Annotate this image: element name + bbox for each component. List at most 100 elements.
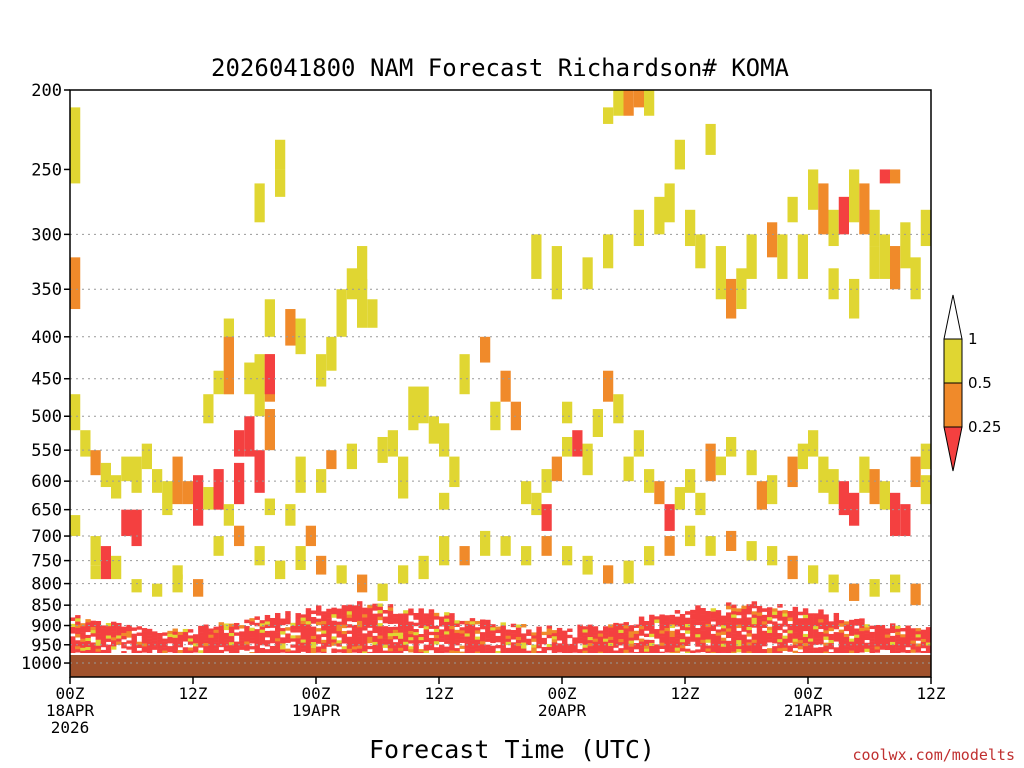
- ri-surface-cell: [792, 638, 799, 643]
- ri-surface-cell: [633, 646, 640, 650]
- ri-cell: [336, 565, 347, 584]
- ri-surface-cell: [300, 645, 307, 649]
- ri-surface-cell: [382, 629, 389, 633]
- ri-surface-cell: [280, 640, 286, 644]
- ri-surface-cell: [679, 617, 686, 621]
- ri-surface-cell: [305, 645, 312, 650]
- ri-surface-cell: [331, 627, 337, 631]
- ri-surface-cell: [854, 646, 860, 651]
- ri-surface-cell: [193, 634, 199, 638]
- ri-surface-cell: [403, 626, 409, 630]
- ri-surface-cell: [741, 646, 747, 650]
- ri-surface-cell: [843, 649, 850, 653]
- ri-surface-cell: [316, 612, 322, 616]
- ri-surface-cell: [500, 631, 506, 636]
- ri-surface-cell: [80, 644, 86, 649]
- ri-surface-cell: [792, 606, 799, 611]
- ri-surface-cell: [787, 633, 793, 637]
- ri-surface-cell: [500, 628, 506, 633]
- ri-surface-cell: [300, 642, 307, 646]
- ri-surface-cell: [305, 617, 312, 622]
- ri-surface-cell: [85, 637, 91, 642]
- ri-surface-cell: [341, 611, 348, 616]
- ri-cell: [326, 450, 337, 470]
- ri-surface-cell: [644, 648, 650, 652]
- ri-surface-cell: [321, 648, 327, 653]
- credit-text[interactable]: coolwx.com/modelts: [852, 746, 1015, 764]
- ri-surface-cell: [720, 640, 727, 645]
- ri-cell: [623, 90, 634, 116]
- ri-surface-cell: [710, 618, 717, 622]
- ri-surface-cell: [808, 629, 814, 633]
- ri-surface-cell: [869, 644, 875, 648]
- ri-cell: [613, 394, 624, 424]
- ri-surface-cell: [818, 622, 824, 626]
- ri-surface-cell: [925, 633, 932, 637]
- ri-surface-cell: [808, 647, 814, 651]
- ri-surface-cell: [295, 619, 301, 624]
- ri-surface-cell: [669, 646, 676, 650]
- surface-layers: [70, 601, 932, 677]
- ri-surface-cell: [628, 628, 635, 632]
- ri-surface-cell: [300, 639, 307, 643]
- ri-surface-cell: [767, 651, 773, 655]
- y-tick-label: 300: [31, 225, 62, 245]
- ri-surface-cell: [295, 613, 301, 617]
- ri-surface-cell: [116, 626, 122, 630]
- ri-cell: [910, 583, 921, 606]
- ri-surface-cell: [608, 639, 614, 644]
- ri-surface-cell: [367, 633, 373, 638]
- ri-surface-cell: [428, 612, 435, 617]
- ri-surface-cell: [659, 627, 665, 631]
- y-tick-label: 750: [31, 552, 62, 572]
- ri-surface-cell: [157, 632, 163, 637]
- ri-surface-cell: [536, 629, 542, 634]
- ri-surface-cell: [157, 648, 163, 652]
- ri-surface-cell: [597, 639, 604, 644]
- ri-surface-cell: [239, 634, 245, 638]
- ri-surface-cell: [80, 641, 86, 646]
- ri-surface-cell: [305, 627, 312, 631]
- x-tick-label: 00Z: [548, 684, 577, 703]
- ri-surface-cell: [772, 624, 778, 629]
- ri-surface-cell: [808, 626, 814, 630]
- ri-surface-cell: [495, 635, 501, 640]
- ri-surface-cell: [515, 627, 522, 632]
- ri-surface-cell: [787, 645, 793, 649]
- ri-surface-cell: [551, 642, 558, 646]
- ri-surface-cell: [623, 625, 629, 629]
- ri-surface-cell: [372, 626, 378, 630]
- ri-surface-cell: [695, 628, 701, 632]
- ri-surface-cell: [736, 643, 742, 647]
- ri-surface-cell: [700, 617, 706, 622]
- ri-surface-cell: [377, 641, 383, 646]
- ri-cell: [234, 430, 245, 457]
- ri-surface-cell: [310, 645, 317, 649]
- x-axis-title: Forecast Time (UTC): [369, 735, 655, 764]
- ri-surface-cell: [613, 638, 619, 642]
- ri-surface-cell: [449, 644, 455, 648]
- ri-surface-cell: [500, 644, 506, 648]
- ri-surface-cell: [316, 649, 322, 653]
- ri-surface-cell: [367, 636, 373, 641]
- ri-surface-cell: [849, 638, 855, 642]
- ri-surface-cell: [925, 627, 932, 631]
- ri-surface-cell: [126, 640, 132, 644]
- ri-surface-cell: [920, 644, 927, 649]
- ri-surface-cell: [623, 637, 629, 642]
- ri-surface-cell: [920, 635, 927, 640]
- ri-surface-cell: [541, 637, 547, 642]
- ri-surface-cell: [920, 638, 927, 643]
- ri-surface-cell: [505, 629, 512, 633]
- ri-surface-cell: [428, 619, 435, 623]
- ri-surface-cell: [469, 624, 476, 628]
- ri-cell: [818, 183, 829, 235]
- ri-surface-cell: [859, 634, 865, 638]
- ri-surface-cell: [895, 638, 901, 642]
- ri-surface-cell: [649, 648, 655, 653]
- ri-surface-cell: [351, 624, 358, 629]
- ri-surface-cell: [336, 631, 342, 635]
- ri-surface-cell: [387, 636, 394, 640]
- ri-cell: [490, 401, 501, 431]
- ri-surface-cell: [890, 629, 896, 634]
